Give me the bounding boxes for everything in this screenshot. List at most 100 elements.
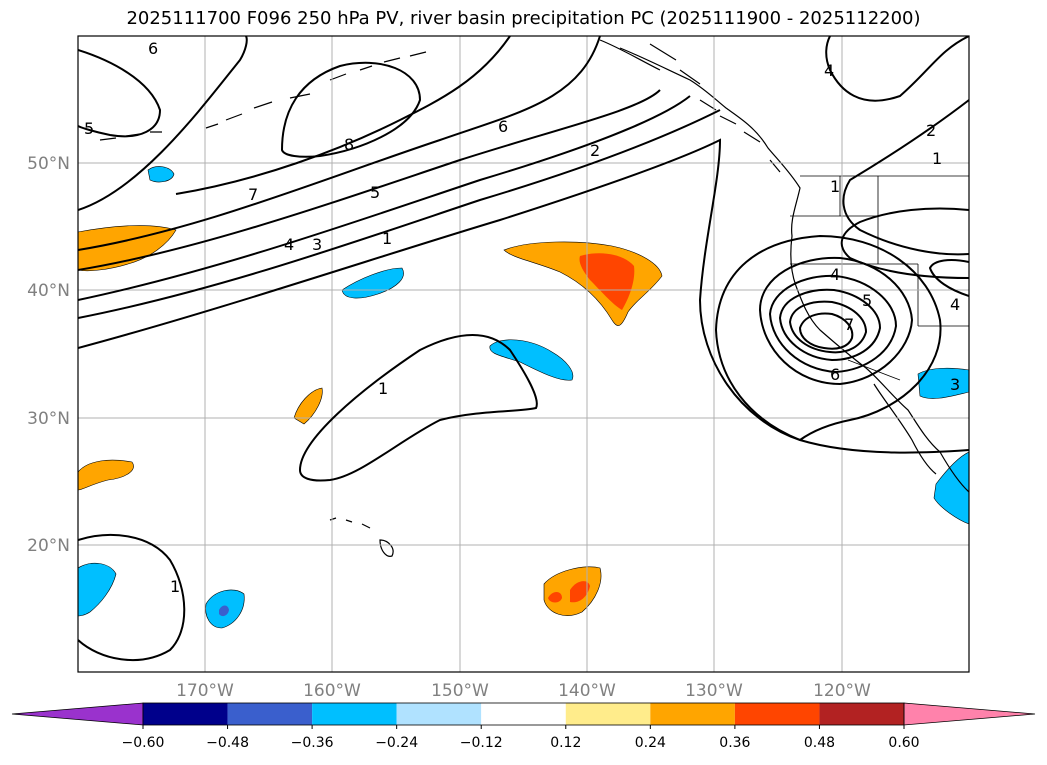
lat-label: 20°N xyxy=(27,536,70,556)
contour-label: 1 xyxy=(932,149,942,168)
colorbar-segment xyxy=(481,703,566,725)
precip-positive-area xyxy=(78,459,134,491)
colorbar-frame xyxy=(142,702,905,726)
hawaii-islands xyxy=(329,517,394,557)
contour-label: 3 xyxy=(950,375,960,394)
contour-label: 4 xyxy=(824,61,834,80)
lon-label: 130°W xyxy=(685,681,743,701)
north-america-coast xyxy=(619,47,969,493)
pv-contours xyxy=(78,36,969,661)
contour-label: 2 xyxy=(926,121,936,140)
contour-label: 4 xyxy=(950,295,960,314)
lon-label: 150°W xyxy=(431,681,489,701)
pv-contour xyxy=(768,274,898,374)
precip-positive-area xyxy=(78,225,177,272)
contour-label: 1 xyxy=(378,379,388,398)
precip-negative-area xyxy=(78,562,117,617)
contour-label: 6 xyxy=(830,365,840,384)
colorbar-segment xyxy=(734,703,820,725)
colorbar-tick-label: −0.36 xyxy=(291,735,334,751)
contour-label: 4 xyxy=(284,235,294,254)
contour-label: 8 xyxy=(344,135,354,154)
contour-label: 5 xyxy=(84,119,94,138)
pv-contour xyxy=(175,36,511,195)
pv-contour xyxy=(840,207,969,279)
colorbar-tick-label: 0.48 xyxy=(804,735,835,751)
pv-contour xyxy=(78,89,661,271)
precip-negative-area xyxy=(933,451,969,525)
colorbar-ticks: −0.60 −0.48 −0.36 −0.24 −0.12 0.12 0.24 0.36 0.4… xyxy=(122,725,920,751)
colorbar-tick-label: −0.48 xyxy=(206,735,249,751)
pv-contour xyxy=(78,138,969,454)
contour-label: 5 xyxy=(862,291,872,310)
precip-strong-negative xyxy=(219,605,229,617)
precip-negative-area xyxy=(147,166,175,183)
contour-label: 2 xyxy=(590,141,600,160)
contour-label: 6 xyxy=(148,39,158,58)
colorbar-segment xyxy=(227,703,313,725)
colorbar-segment xyxy=(396,703,482,725)
pv-contour xyxy=(78,49,162,138)
contour-label: 7 xyxy=(248,185,258,204)
colorbar-tick-label: 0.60 xyxy=(888,735,919,751)
pv-contour xyxy=(78,36,601,251)
borders xyxy=(790,175,969,381)
pv-contour xyxy=(758,256,914,386)
contour-label: 1 xyxy=(830,177,840,196)
pv-contour xyxy=(78,534,186,661)
colorbar-extend-low xyxy=(11,702,144,726)
alaska-panhandle xyxy=(599,39,781,173)
precip-shading xyxy=(78,166,969,629)
lon-label: 140°W xyxy=(558,681,616,701)
pv-contour xyxy=(928,259,969,297)
colorbar-segments xyxy=(11,702,1036,726)
latitude-labels: 50°N 40°N 30°N 20°N xyxy=(27,154,70,556)
colorbar-tick-label: −0.60 xyxy=(122,735,165,751)
colorbar-segment xyxy=(565,703,651,725)
colorbar-tick-label: 0.24 xyxy=(635,735,666,751)
pv-contour xyxy=(280,61,422,158)
pv-contour xyxy=(78,95,691,301)
lat-label: 40°N xyxy=(27,281,70,301)
pv-contour xyxy=(714,234,942,442)
pv-contour xyxy=(788,300,868,354)
contour-label: 5 xyxy=(370,183,380,202)
colorbar-segment xyxy=(819,703,904,725)
colorbar: −0.60 −0.48 −0.36 −0.24 −0.12 0.12 0.24 0.36 0.4… xyxy=(11,702,1036,751)
pv-contour xyxy=(778,288,882,362)
lon-label: 120°W xyxy=(813,681,871,701)
lon-label: 170°W xyxy=(176,681,234,701)
contour-label: 6 xyxy=(498,117,508,136)
pv-contour xyxy=(842,99,969,256)
colorbar-segment xyxy=(143,703,228,725)
lon-label: 160°W xyxy=(303,681,361,701)
precip-negative-area xyxy=(917,367,969,399)
pv-contour xyxy=(78,36,248,211)
lat-label: 30°N xyxy=(27,409,70,429)
pv-contour xyxy=(798,312,854,350)
contour-label: 7 xyxy=(844,315,854,334)
contour-label: 1 xyxy=(382,229,392,248)
contour-labels: 6 5 8 7 4 3 5 6 2 1 4 2 1 1 4 5 7 6 3 4 … xyxy=(84,39,960,596)
colorbar-segment xyxy=(650,703,735,725)
colorbar-extend-high xyxy=(903,702,1036,726)
map-frame xyxy=(77,35,970,673)
contour-label: 3 xyxy=(312,235,322,254)
precip-strong-area xyxy=(570,581,590,603)
pv-contour xyxy=(78,109,721,319)
precip-strong-area xyxy=(548,592,562,603)
longitude-labels: 170°W 160°W 150°W 140°W 130°W 120°W xyxy=(176,681,871,701)
contour-label: 1 xyxy=(170,577,180,596)
baja-coast xyxy=(873,383,937,475)
colorbar-tick-label: −0.24 xyxy=(375,735,418,751)
state-borders xyxy=(790,176,969,381)
precip-negative-area xyxy=(341,267,404,299)
contour-label: 4 xyxy=(830,265,840,284)
colorbar-tick-label: 0.36 xyxy=(719,735,750,751)
pv-contour xyxy=(298,334,538,482)
pv-contour xyxy=(825,36,969,102)
colorbar-segment xyxy=(312,703,397,725)
colorbar-tick-label: 0.12 xyxy=(550,735,581,751)
map-title: 2025111700 F096 250 hPa PV, river basin … xyxy=(126,8,921,29)
